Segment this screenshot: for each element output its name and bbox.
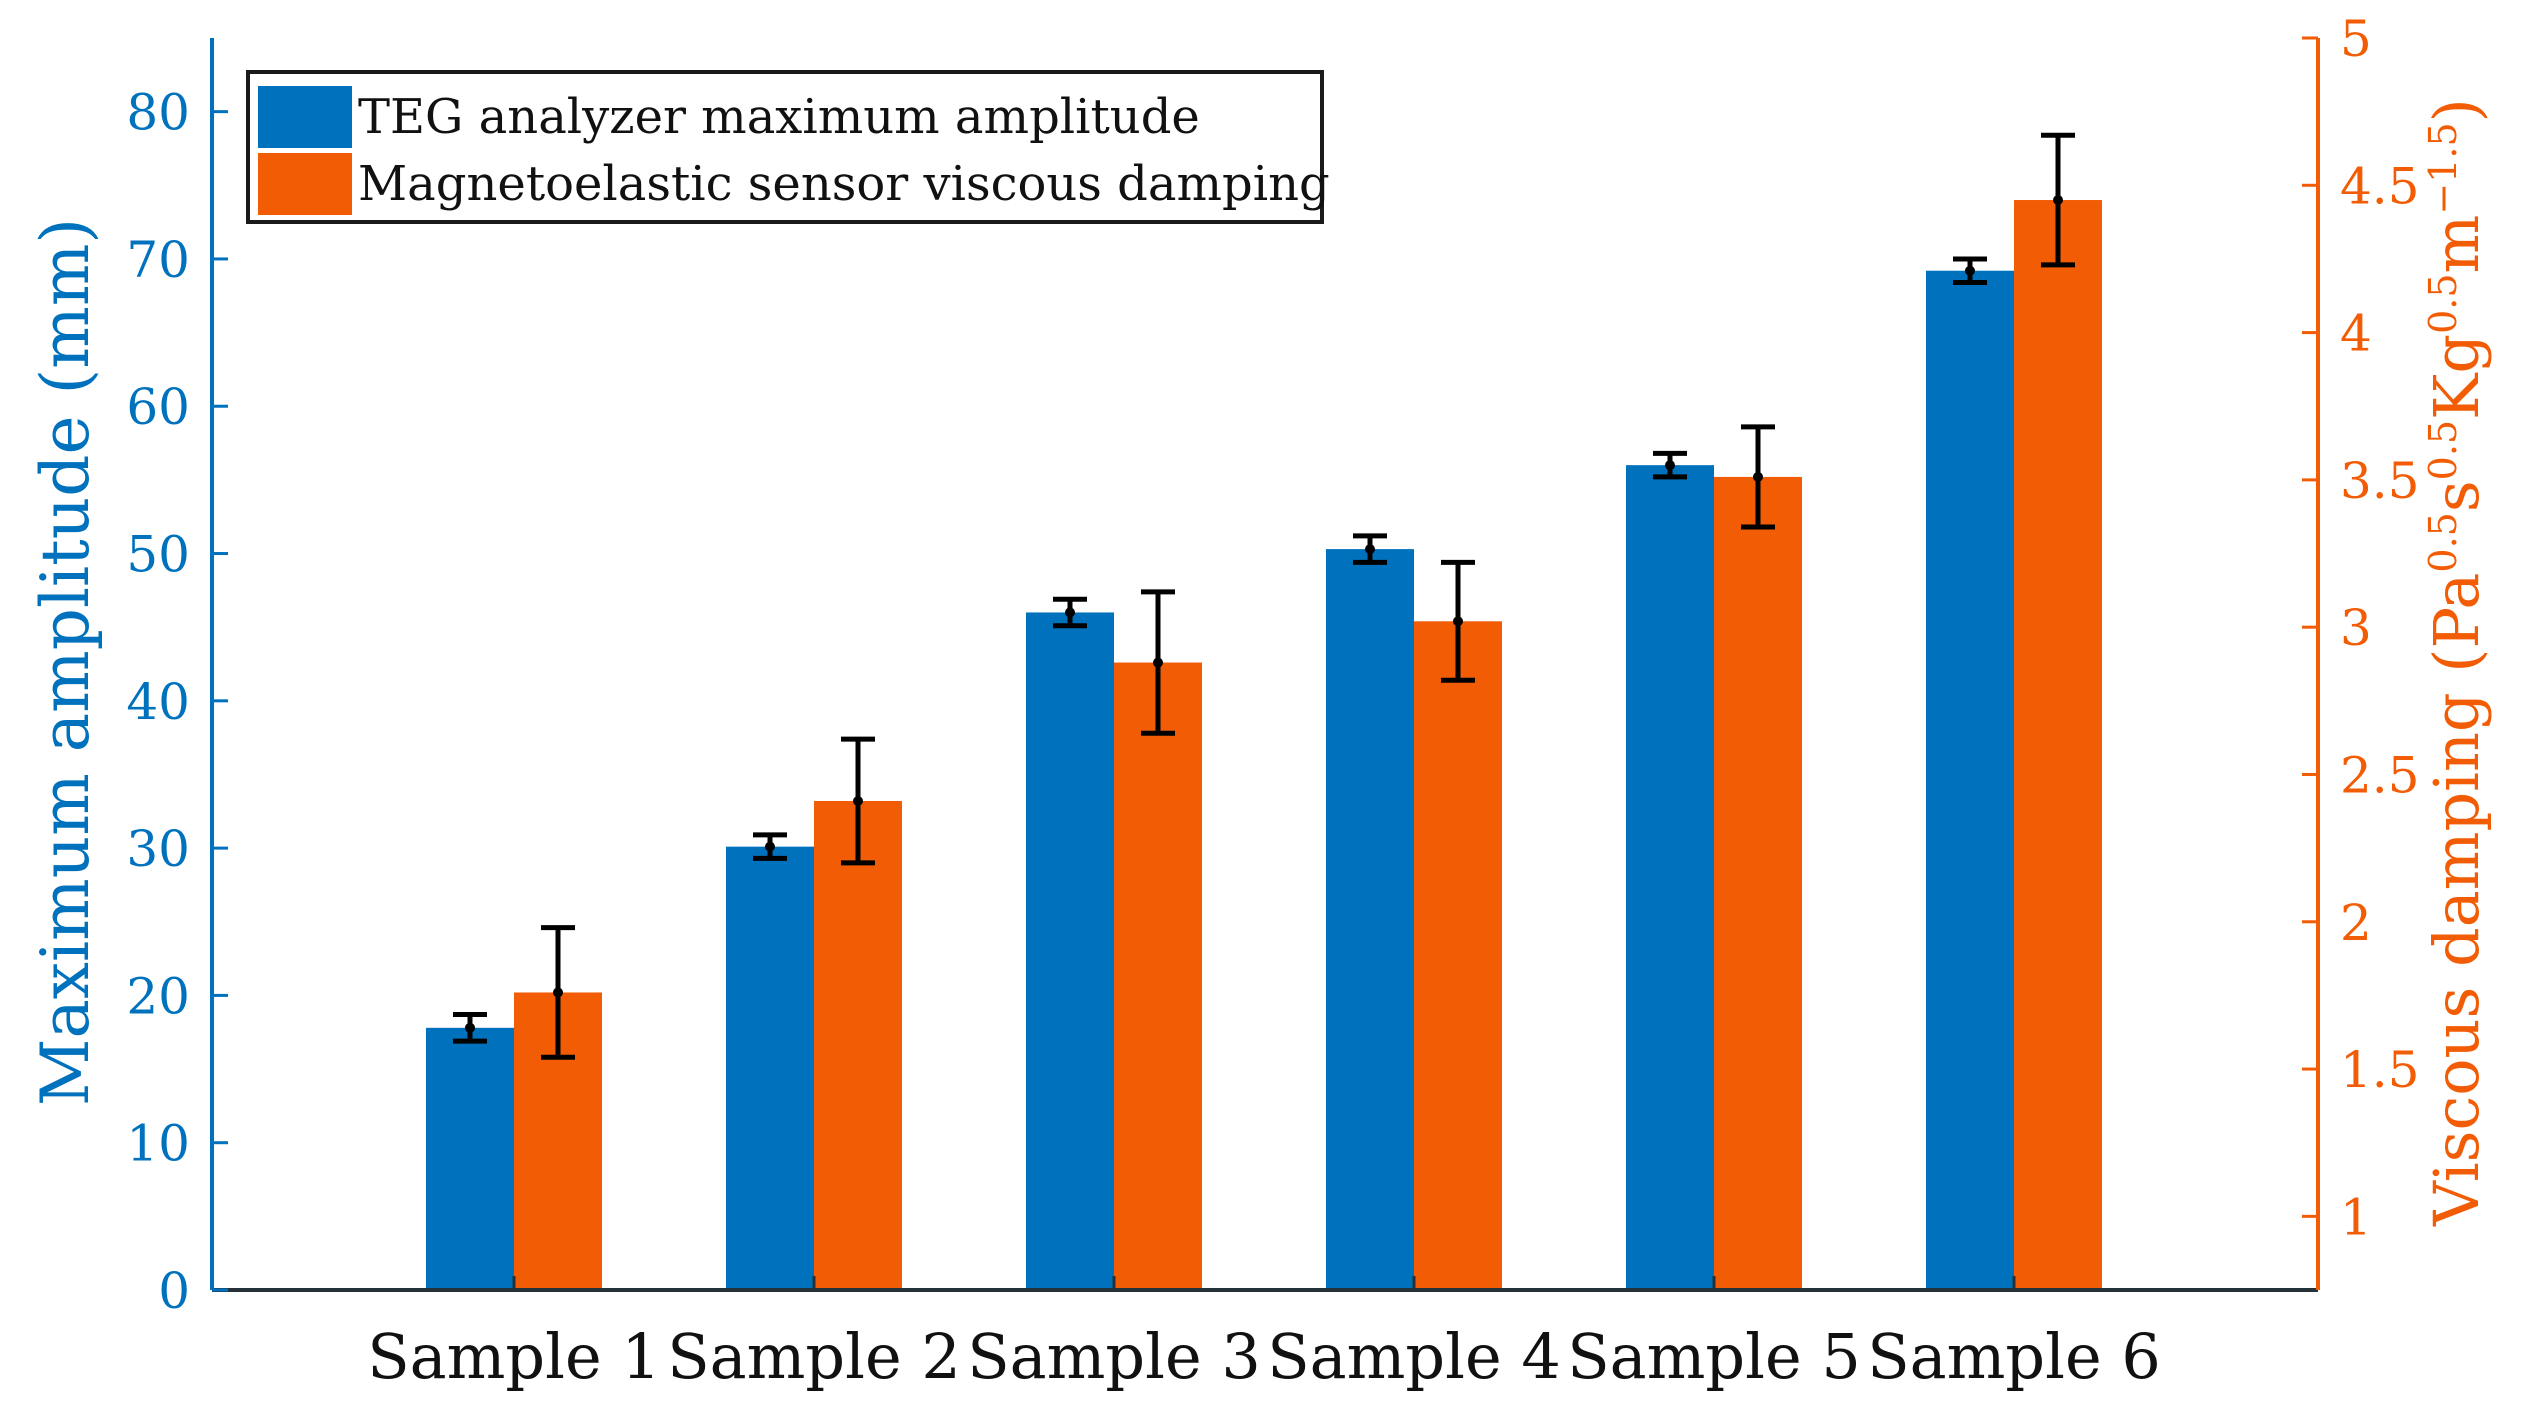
y-left-tick-label-40: 40 [126, 673, 190, 731]
legend-label-2: Magnetoelastic sensor viscous damping [358, 156, 1330, 212]
y-right-label-part-7: −1.5 [2421, 122, 2465, 214]
bar-teg-4 [1326, 549, 1414, 1290]
errorbar-teg-2-point [765, 841, 775, 852]
y-right-label-part-5: 0.5 [2421, 273, 2465, 333]
y-left-tick-label-80: 80 [126, 84, 190, 142]
y-right-tick-label-4.5: 4.5 [2340, 157, 2420, 215]
y-left-tick-label-50: 50 [126, 526, 190, 584]
y-left-tick-label-70: 70 [126, 231, 190, 289]
y-right-tick-label-5: 5 [2340, 10, 2372, 68]
y-right-axis-label: Viscous damping (Pa0.5s0.5Kg0.5m−1.5) [2420, 98, 2493, 1227]
errorbar-teg-3-point [1065, 607, 1075, 618]
errorbar-damping-1-point [553, 987, 563, 998]
x-tick-label-4: Sample 4 [1267, 1320, 1561, 1393]
errorbar-damping-3-point [1153, 657, 1163, 668]
x-tick-label-1: Sample 1 [367, 1320, 661, 1393]
errorbar-damping-6 [2041, 132, 2075, 268]
errorbar-teg-6-point [1965, 265, 1975, 276]
bar-teg-2 [726, 846, 814, 1290]
y-left-tick-label-20: 20 [126, 967, 190, 1025]
y-right-label-part-1: 0.5 [2421, 512, 2465, 572]
y-left-tick-label-0: 0 [158, 1262, 190, 1320]
errorbar-damping-1 [541, 925, 575, 1060]
x-tick-label-6: Sample 6 [1867, 1320, 2161, 1393]
y-right-tick-label-1: 1 [2340, 1188, 2372, 1246]
x-tick-label-3: Sample 3 [967, 1320, 1261, 1393]
y-right-tick-label-2: 2 [2340, 894, 2372, 952]
y-right-label-part-8: ) [2420, 98, 2493, 122]
errorbar-teg-5-point [1665, 460, 1675, 471]
y-right-tick-label-1.5: 1.5 [2340, 1041, 2420, 1099]
legend-swatch-1 [258, 86, 352, 148]
errorbar-damping-4 [1441, 559, 1475, 683]
x-tick-label-5: Sample 5 [1567, 1320, 1861, 1393]
y-left-tick-label-60: 60 [126, 378, 190, 436]
legend: TEG analyzer maximum amplitude Magnetoela… [246, 70, 1330, 224]
errorbar-damping-6-point [2053, 195, 2063, 206]
bar-teg-6 [1926, 270, 2014, 1290]
bar-damping-2 [814, 800, 902, 1290]
errorbar-damping-2-point [853, 795, 863, 806]
errorbar-damping-5 [1741, 424, 1775, 530]
y-left-axis-label: Maximum amplitude (mm) [27, 218, 104, 1106]
y-right-tick-label-4: 4 [2340, 305, 2372, 363]
y-left-tick-label-30: 30 [126, 820, 190, 878]
y-right-tick-label-3: 3 [2340, 599, 2372, 657]
bar-teg-3 [1026, 612, 1114, 1290]
errorbar-teg-6 [1953, 256, 1987, 286]
y-right-label-part-4: Kg [2420, 334, 2493, 420]
legend-box [246, 70, 1324, 224]
errorbar-teg-1 [453, 1012, 487, 1044]
legend-label-1: TEG analyzer maximum amplitude [358, 89, 1200, 145]
errorbar-damping-5-point [1753, 471, 1763, 482]
bar-damping-6 [2014, 200, 2102, 1290]
y-right-label-part-6: m [2420, 215, 2493, 274]
errorbar-teg-2 [753, 832, 787, 861]
errorbar-teg-1-point [465, 1022, 475, 1033]
y-right-label-part-2: s [2420, 480, 2493, 512]
bar-teg-1 [426, 1027, 514, 1290]
y-left-tick-label-10: 10 [126, 1115, 190, 1173]
y-right-tick-label-3.5: 3.5 [2340, 452, 2420, 510]
y-right-label-part-3: 0.5 [2421, 420, 2465, 480]
y-right-label-part-0: Viscous damping (Pa [2420, 573, 2493, 1227]
bar-damping-3 [1114, 662, 1202, 1290]
errorbar-teg-4 [1353, 533, 1387, 565]
legend-swatch-2 [258, 153, 352, 215]
x-tick-label-2: Sample 2 [667, 1320, 961, 1393]
bar-teg-5 [1626, 465, 1714, 1290]
errorbar-damping-4-point [1453, 616, 1463, 627]
bar-damping-5 [1714, 476, 1802, 1290]
bar-damping-4 [1414, 621, 1502, 1290]
errorbar-damping-3 [1141, 589, 1175, 736]
errorbar-teg-5 [1653, 450, 1687, 480]
errorbar-damping-2 [841, 736, 875, 866]
errorbar-teg-3 [1053, 596, 1087, 629]
y-right-tick-label-2.5: 2.5 [2340, 746, 2420, 804]
errorbar-teg-4-point [1365, 544, 1375, 555]
